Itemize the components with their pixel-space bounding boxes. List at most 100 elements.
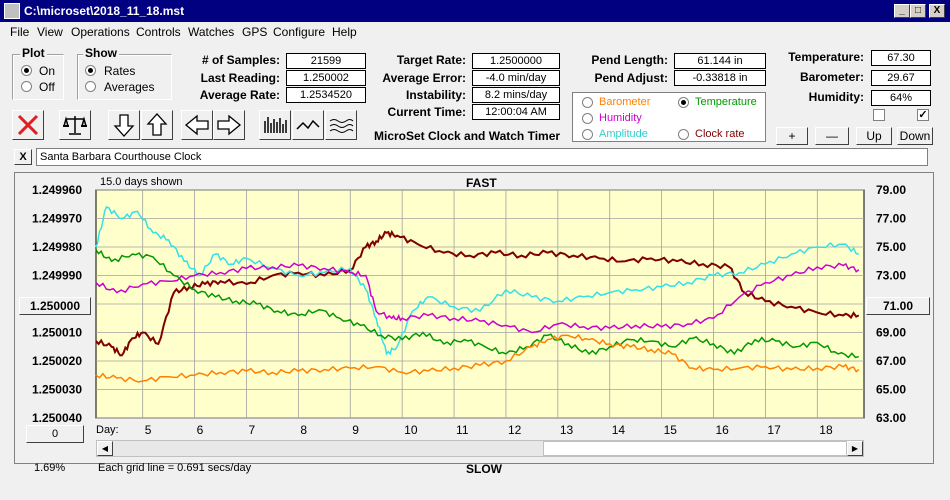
right-axis-tick: 65.00 (876, 383, 906, 397)
down-arrow-icon (113, 114, 135, 137)
show-group-title: Show (83, 46, 119, 60)
humidity-radio[interactable] (582, 113, 593, 124)
checkbox-1[interactable] (873, 109, 885, 121)
right-axis-tick: 77.00 (876, 212, 906, 226)
x-axis-tick: 6 (197, 423, 204, 437)
grid-lines (96, 189, 864, 419)
menu-watches[interactable]: Watches (188, 25, 235, 39)
left-arrow-icon (184, 114, 209, 136)
checkbox-2[interactable]: ✓ (917, 109, 929, 121)
average-rate-label: Average Rate: (199, 88, 280, 102)
pend-adjust-field: -0.33818 in (674, 70, 766, 86)
left-axis-tick: 1.249990 (32, 269, 82, 283)
smooth-graph-button[interactable] (325, 110, 357, 140)
stop-button[interactable] (12, 110, 44, 140)
menu-help[interactable]: Help (332, 25, 357, 39)
menu-view[interactable]: View (37, 25, 63, 39)
maximize-button[interactable]: □ (910, 4, 926, 18)
show-rates-radio[interactable] (85, 65, 96, 76)
plot-off-radio[interactable] (21, 81, 32, 92)
right-arrow-icon (217, 114, 242, 136)
up-arrow-icon (146, 113, 168, 136)
x-axis-tick: 16 (716, 423, 730, 437)
series-barometer (95, 333, 860, 383)
menu-controls[interactable]: Controls (136, 25, 181, 39)
red-x-icon (17, 114, 39, 136)
x-axis-tick: 18 (819, 423, 833, 437)
series-clock-rate (95, 229, 860, 357)
x-axis-tick: 10 (404, 423, 418, 437)
x-axis-tick: 17 (767, 423, 781, 437)
left-axis-tick: 1.249960 (32, 183, 82, 197)
barometer-field: 29.67 (871, 70, 931, 86)
plot-on-label: On (39, 64, 56, 78)
chart-scrollbar[interactable]: ◀ ▶ (96, 440, 864, 457)
last-reading-label: Last Reading: (200, 71, 280, 85)
show-rates-label: Rates (104, 64, 136, 78)
scale-down-button[interactable]: Down (897, 127, 933, 145)
zero-button[interactable]: 0 (26, 425, 84, 443)
left-center-button[interactable]: 1.250000 (19, 297, 91, 315)
humidity-option-label: Humidity (599, 112, 642, 124)
left-axis-tick: 1.250020 (32, 354, 82, 368)
tick-labels: 1.249960 79.00 1.249970 77.00 1.249980 75.00 1… (32, 183, 906, 437)
app-caption: MicroSet Clock and Watch Timer (374, 129, 561, 143)
average-rate-field: 1.2534520 (286, 87, 366, 103)
up-arrow-button[interactable] (141, 110, 173, 140)
left-axis-tick: 1.250030 (32, 383, 82, 397)
amplitude-radio[interactable] (582, 129, 593, 140)
left-arrow-button[interactable] (181, 110, 213, 140)
sensor-options-box (572, 92, 766, 142)
samples-field: 21599 (286, 53, 366, 69)
x-axis-tick: 9 (352, 423, 359, 437)
clock-rate-radio[interactable] (678, 129, 689, 140)
menu-file[interactable]: File (10, 25, 30, 39)
temperature-option-label: Temperature (695, 96, 757, 108)
menu-gps[interactable]: GPS (242, 25, 268, 39)
down-arrow-button[interactable] (108, 110, 140, 140)
humidity-field: 64% (871, 90, 931, 106)
right-arrow-button[interactable] (213, 110, 245, 140)
right-center-button[interactable]: 71.00 (866, 297, 930, 315)
close-button[interactable]: X (929, 4, 945, 18)
right-axis-tick: 79.00 (876, 183, 906, 197)
plot-group-title: Plot (20, 46, 47, 60)
line-graph-button[interactable] (292, 110, 324, 140)
temperature-radio[interactable] (678, 97, 689, 108)
pend-length-field: 61.144 in (674, 53, 766, 69)
scroll-thumb[interactable] (543, 441, 847, 456)
current-time-field: 12:00:04 AM (472, 104, 560, 120)
series-amplitude (95, 206, 859, 356)
bar-graph-button[interactable] (259, 110, 291, 140)
humidity-label: Humidity: (808, 90, 864, 104)
scroll-left-button[interactable]: ◀ (97, 441, 113, 456)
menu-configure[interactable]: Configure (273, 25, 326, 39)
barometer-radio[interactable] (582, 97, 593, 108)
fast-label: FAST (466, 176, 497, 190)
line-graph-icon (296, 119, 320, 130)
right-axis-tick: 63.00 (876, 411, 906, 425)
show-averages-radio[interactable] (85, 81, 96, 92)
clock-name-input[interactable]: Santa Barbara Courthouse Clock (36, 148, 928, 166)
day-label: Day: (96, 424, 119, 436)
clock-name-close-button[interactable]: X (14, 149, 32, 165)
x-axis-tick: 15 (664, 423, 678, 437)
minimize-button[interactable]: _ (894, 4, 910, 18)
plot-on-radio[interactable] (21, 65, 32, 76)
instability-label: Instability: (405, 88, 466, 102)
x-axis-tick: 5 (145, 423, 152, 437)
x-axis-tick: 8 (300, 423, 307, 437)
barometer-label: Barometer: (799, 70, 864, 84)
scale-up-button[interactable]: Up (856, 127, 892, 145)
scale-minus-button[interactable]: — (815, 127, 849, 145)
x-axis-tick: 11 (456, 423, 469, 437)
days-shown-label: 15.0 days shown (100, 176, 183, 188)
slow-label: SLOW (466, 462, 502, 476)
balance-button[interactable] (59, 110, 91, 140)
scale-plus-button[interactable]: + (776, 127, 808, 145)
left-axis-tick: 1.249970 (32, 212, 82, 226)
scroll-right-button[interactable]: ▶ (847, 441, 863, 456)
right-axis-tick: 67.00 (876, 354, 906, 368)
menu-operations[interactable]: Operations (71, 25, 130, 39)
series-humidity (95, 262, 860, 334)
